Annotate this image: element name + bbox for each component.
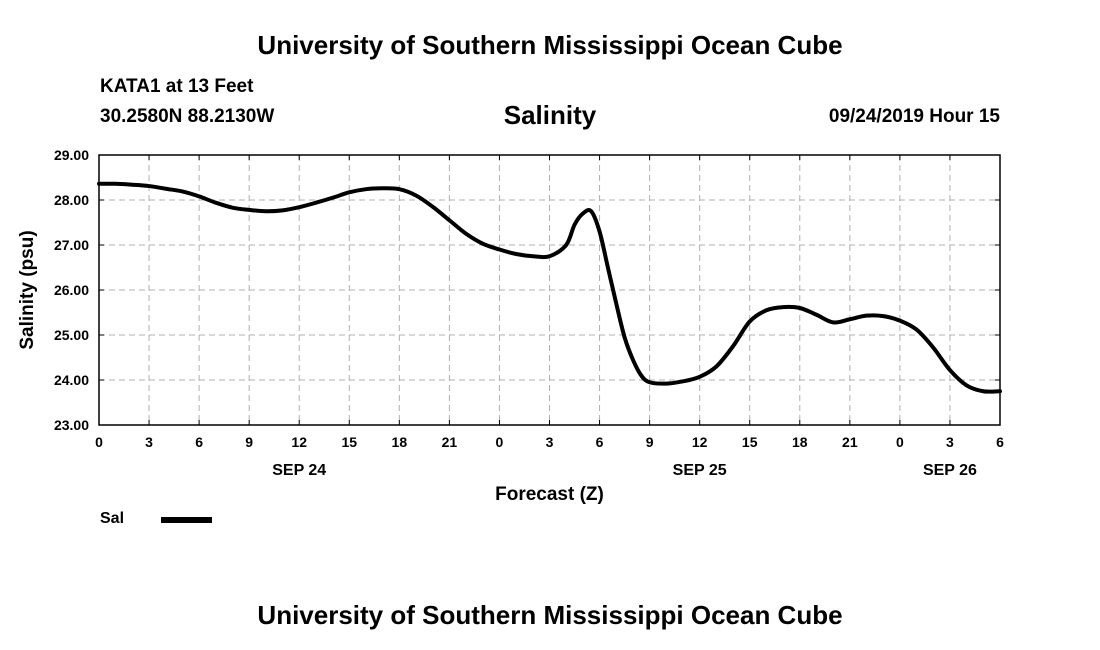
x-tick-label: 21: [442, 434, 458, 450]
header-title: University of Southern Mississippi Ocean…: [257, 30, 843, 60]
y-axis-label: Salinity (psu): [17, 230, 38, 349]
y-tick-label: 26.00: [54, 282, 89, 298]
y-tick-label: 23.00: [54, 417, 89, 433]
series-line-sal: [97, 181, 1002, 394]
grid-lines: [99, 155, 1000, 425]
x-tick-label: 18: [792, 434, 808, 450]
x-tick-label: 12: [291, 434, 307, 450]
series-layer: [97, 181, 1002, 394]
y-tick-label: 24.00: [54, 372, 89, 388]
x-tick-label: 0: [95, 434, 103, 450]
x-axis-label: Forecast (Z): [495, 484, 604, 505]
x-tick-label: 3: [145, 434, 153, 450]
x-tick-label: 0: [896, 434, 904, 450]
x-tick-label: 15: [742, 434, 758, 450]
x-tick-label: 18: [392, 434, 408, 450]
y-tick-label: 27.00: [54, 237, 89, 253]
x-tick-label: 12: [692, 434, 708, 450]
station-coordinates: 30.2580N 88.2130W: [100, 106, 275, 127]
x-tick-label: 3: [546, 434, 554, 450]
x-tick-label: 6: [195, 434, 203, 450]
y-tick-label: 29.00: [54, 147, 89, 163]
date-label: SEP 24: [272, 462, 326, 479]
date-label: SEP 25: [673, 462, 727, 479]
station-label: KATA1 at 13 Feet: [100, 76, 254, 97]
footer-title: University of Southern Mississippi Ocean…: [257, 600, 843, 630]
axis-ticks: 0 3 6 9 12 15 18 21 0 3 6 9 12 15 18 21 0 3 6 23.00 24.00 25.…: [54, 147, 1004, 479]
x-tick-label: 6: [996, 434, 1004, 450]
x-tick-label: 15: [341, 434, 357, 450]
chart-title: Salinity: [503, 100, 597, 130]
forecast-datestamp: 09/24/2019 Hour 15: [828, 106, 1000, 127]
x-tick-label: 6: [596, 434, 604, 450]
y-tick-label: 28.00: [54, 192, 89, 208]
y-tick-label: 25.00: [54, 327, 89, 343]
x-tick-label: 9: [245, 434, 253, 450]
legend-label: Sal: [100, 510, 125, 527]
x-tick-label: 21: [842, 434, 858, 450]
legend-swatch: [161, 517, 212, 523]
x-tick-label: 9: [646, 434, 654, 450]
date-label: SEP 26: [923, 462, 977, 479]
x-tick-label: 0: [496, 434, 504, 450]
x-tick-label: 3: [946, 434, 954, 450]
